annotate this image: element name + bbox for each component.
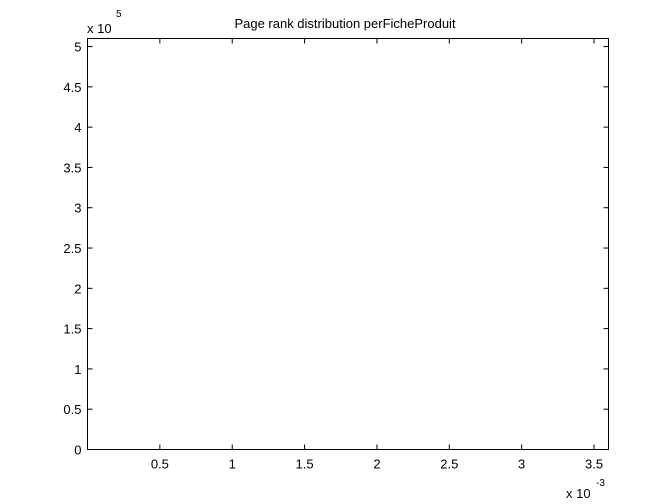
y-axis-multiplier: x 10 5 bbox=[87, 9, 122, 36]
y-tick-label: 1.5 bbox=[63, 322, 81, 337]
x-tick-label: 2 bbox=[373, 457, 380, 472]
y-tick-label: 0 bbox=[74, 443, 81, 458]
x-tick-label: 1 bbox=[229, 457, 236, 472]
y-tick-label: 3.5 bbox=[63, 160, 81, 175]
x-axis-ticks bbox=[159, 38, 595, 450]
x-multiplier-exponent: -3 bbox=[596, 478, 605, 489]
x-tick-label: 2.5 bbox=[440, 457, 458, 472]
y-tick-label: 2 bbox=[74, 281, 81, 296]
x-axis-multiplier: x 10 -3 bbox=[566, 478, 605, 501]
x-tick-label: 1.5 bbox=[296, 457, 314, 472]
y-multiplier-exponent: 5 bbox=[116, 9, 122, 20]
x-tick-label: 0.5 bbox=[151, 457, 169, 472]
x-tick-label: 3.5 bbox=[585, 457, 603, 472]
y-tick-label: 1 bbox=[74, 362, 81, 377]
y-tick-label: 4.5 bbox=[63, 80, 81, 95]
x-tick-label: 3 bbox=[518, 457, 525, 472]
y-tick-label: 4 bbox=[74, 120, 81, 135]
y-multiplier-base: x 10 bbox=[87, 21, 112, 36]
y-axis-ticks bbox=[87, 46, 609, 450]
y-tick-label: 0.5 bbox=[63, 402, 81, 417]
x-axis-tick-labels: 0.5 1 1.5 2 2.5 3 3.5 bbox=[151, 457, 603, 472]
x-multiplier-base: x 10 bbox=[566, 486, 591, 501]
axes-box bbox=[87, 38, 609, 450]
y-tick-label: 2.5 bbox=[63, 241, 81, 256]
y-axis-tick-labels: 0 0.5 1 1.5 2 2.5 3 3.5 4 4.5 5 bbox=[63, 40, 81, 458]
y-tick-label: 5 bbox=[74, 40, 81, 55]
chart-title: Page rank distribution perFicheProduit bbox=[234, 16, 456, 31]
y-tick-label: 3 bbox=[74, 201, 81, 216]
